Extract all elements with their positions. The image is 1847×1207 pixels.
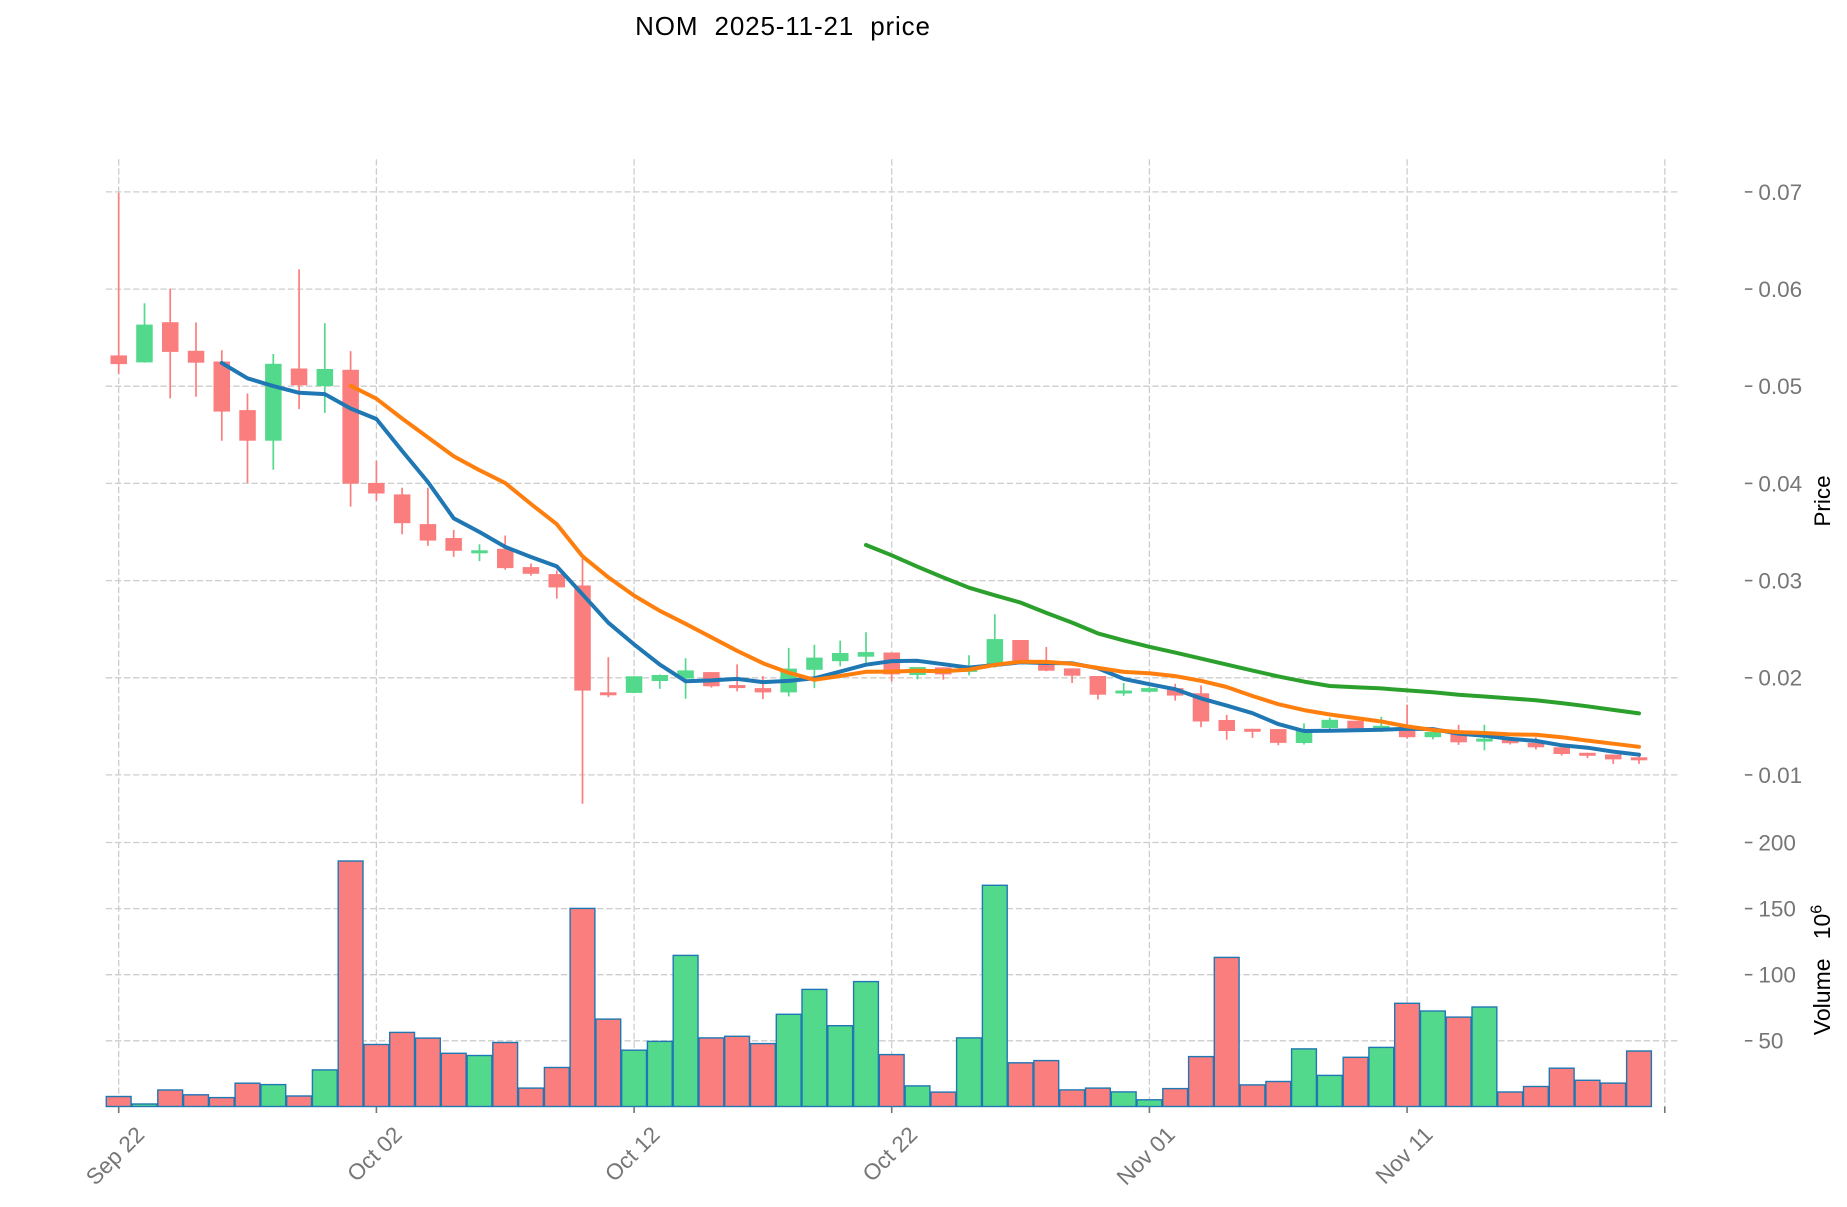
- svg-text:0.05: 0.05: [1758, 374, 1802, 399]
- svg-text:0.03: 0.03: [1758, 569, 1802, 594]
- svg-text:0.07: 0.07: [1758, 180, 1802, 205]
- svg-text:0.04: 0.04: [1758, 471, 1802, 496]
- svg-text:0.01: 0.01: [1758, 763, 1802, 788]
- svg-text:100: 100: [1758, 963, 1796, 988]
- svg-text:Volume 106: Volume 106: [1809, 905, 1836, 1035]
- svg-text:Price: Price: [1810, 475, 1835, 526]
- svg-text:0.06: 0.06: [1758, 277, 1802, 302]
- svg-text:NOM 2025-11-21 price: NOM 2025-11-21 price: [635, 11, 931, 41]
- svg-text:200: 200: [1758, 830, 1796, 855]
- svg-text:0.02: 0.02: [1758, 666, 1802, 691]
- svg-text:50: 50: [1758, 1029, 1783, 1054]
- svg-text:150: 150: [1758, 897, 1796, 922]
